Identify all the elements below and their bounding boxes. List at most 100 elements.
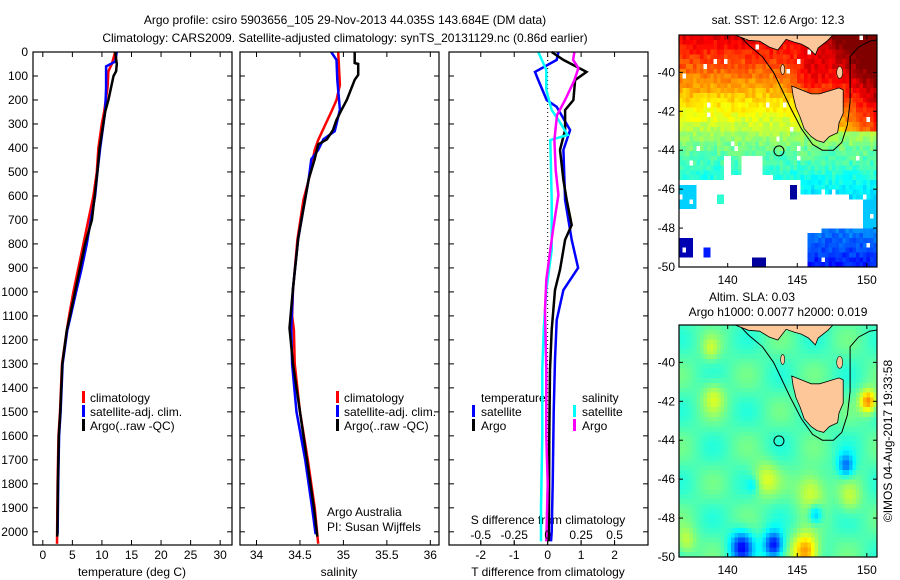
series-line-satellite-adj-clim- [290,51,342,535]
series-line-climatology [55,51,117,544]
x-tick-label: 1 [578,548,585,562]
lon-tick-label: 140 [718,273,738,287]
lat-tick-label: -40 [658,65,676,79]
legend-label: satellite-adj. clim. [90,405,182,419]
depth-tick-label: 600 [8,189,28,203]
king-island-land [780,64,785,75]
sst-field-canvas [679,35,877,267]
sla-map-subtitle: Argo h1000: 0.0077 h2000: 0.019 [689,305,868,319]
x-tick-label: 20 [154,548,168,562]
lat-tick-label: -42 [658,394,676,408]
x-tick-label: 2 [611,548,618,562]
depth-tick-label: 700 [8,213,28,227]
x-tick-label: 15 [125,548,139,562]
depth-tick-label: 2000 [1,525,28,539]
legend-marker-t-argo [472,419,475,431]
depth-tick-label: 0 [21,45,28,59]
series-line-climatology [290,51,342,544]
legend-label: satellite-adj. clim. [344,405,436,419]
x-tick-label: 34 [250,548,264,562]
sla-field-canvas [679,325,877,557]
x-tick-label: 36 [424,548,438,562]
x-tick-label: 30 [213,548,227,562]
lat-tick-label: -46 [658,472,676,486]
map-frame [678,324,878,558]
series-line-salinity-satellite [537,51,570,542]
panel-frame [239,51,440,546]
depth-tick-label: 500 [8,165,28,179]
depth-tick-label: 300 [8,117,28,131]
depth-tick-label: 1000 [1,285,28,299]
x-tick-label: -1 [509,548,520,562]
credits-line-1: Argo Australia [327,505,402,519]
depth-tick-label: 1900 [1,501,28,515]
lat-tick-label: -40 [658,355,676,369]
map-overlay [735,325,877,447]
series-line-temperature-satellite [533,51,580,542]
flinders-island-land [836,356,844,369]
depth-tick-label: 1100 [2,309,28,323]
legend-label: climatology [90,391,150,405]
legend-marker-argo [82,419,85,431]
map-sst-map [678,34,878,268]
lon-tick-label: 145 [787,273,807,287]
depth-tick-label: 1300 [1,357,28,371]
map-frame [678,34,878,268]
legend-label: climatology [344,391,404,405]
x2-tick-label: -0.25 [501,528,529,542]
series-line-salinity-argo [543,51,580,542]
legend-label: satellite [481,405,522,419]
depth-tick-label: 1700 [1,453,28,467]
x-tick-label: 0 [39,548,46,562]
argo-float-location-marker [773,145,785,157]
legend-label: Argo [481,419,507,433]
lat-tick-label: -44 [658,143,676,157]
legend-marker-t-satellite [472,405,475,417]
lon-tick-label: 140 [718,563,738,577]
profile-panel-difference [448,50,649,546]
legend-title-salinity: salinity [582,391,619,405]
depth-tick-label: 1500 [1,405,28,419]
series-line-argo-raw-qc- [288,52,360,537]
lon-tick-label: 145 [787,563,807,577]
legend-marker-climatology [336,391,339,403]
x-tick-label: 5 [69,548,76,562]
panel-frame [448,51,649,546]
lat-tick-label: -42 [658,104,676,118]
tasmania-land [791,85,844,143]
lat-tick-label: -50 [658,550,676,564]
panel-frame [32,51,233,546]
legend-marker-satellite [336,405,339,417]
salinity-xlabel: salinity [321,565,358,579]
temperature-legend: climatology satellite-adj. clim. Argo(..… [82,391,182,433]
legend-title-temperature: temperature [481,391,546,405]
series-line-satellite-adj-clim- [56,51,119,535]
depth-tick-label: 200 [8,93,28,107]
depth-tick-label: 400 [8,141,28,155]
depth-tick-label: 1400 [1,381,28,395]
legend-label: satellite [582,405,623,419]
legend-marker-climatology [82,391,85,403]
legend-label: Argo(..raw -QC) [344,419,429,433]
depth-tick-label: 100 [8,69,28,83]
depth-tick-label: 1800 [1,477,28,491]
x-tick-label: 25 [184,548,198,562]
sst-map-title: sat. SST: 12.6 Argo: 12.3 [712,13,845,27]
depth-tick-label: 900 [8,261,28,275]
legend-marker-satellite [82,405,85,417]
lat-tick-label: -50 [658,260,676,274]
lat-tick-label: -48 [658,221,676,235]
series-line-argo-raw-qc- [56,51,119,537]
legend-label: Argo(..raw -QC) [90,419,175,433]
depth-tick-label: 800 [8,237,28,251]
depth-tick-label: 1200 [1,333,28,347]
sla-map-title: Altim. SLA: 0.03 [709,290,795,304]
x-tick-label: 35 [337,548,351,562]
difference-legend: temperature satellite Argo salinity sate… [472,391,623,433]
legend-label: Argo [582,419,608,433]
x2-tick-label: 0 [544,528,551,542]
lon-tick-label: 150 [857,563,877,577]
king-island-land [780,354,785,365]
